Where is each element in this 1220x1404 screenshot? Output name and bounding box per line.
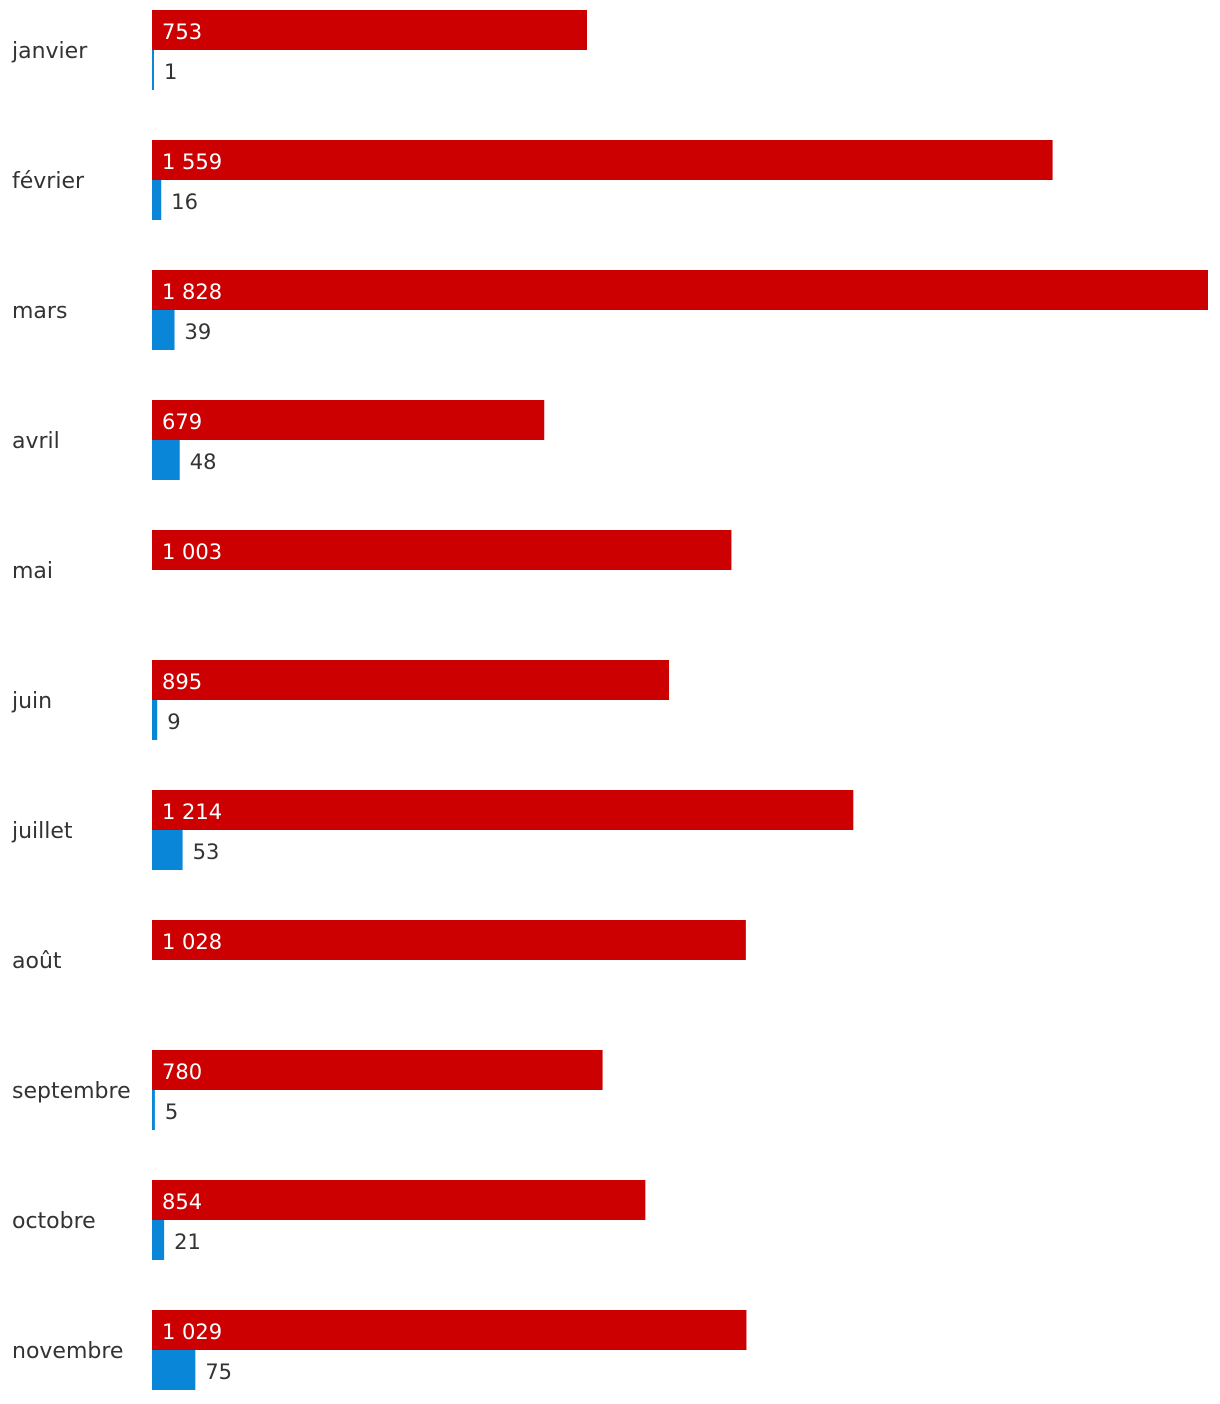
data-label-series1-9: 21 bbox=[174, 1230, 201, 1254]
bar-series1-3 bbox=[152, 440, 180, 480]
data-label-series0-3: 679 bbox=[162, 410, 202, 434]
bar-series0-5 bbox=[152, 660, 670, 700]
category-label-10: novembre bbox=[12, 1339, 123, 1364]
data-label-series1-6: 53 bbox=[193, 840, 220, 864]
data-label-series1-0: 1 bbox=[164, 60, 177, 84]
data-label-series1-8: 5 bbox=[165, 1100, 178, 1124]
data-label-series0-6: 1 214 bbox=[162, 800, 222, 824]
data-label-series0-2: 1 828 bbox=[162, 280, 222, 304]
bar-series1-10 bbox=[152, 1350, 196, 1390]
data-label-series0-0: 753 bbox=[162, 20, 202, 44]
bar-series1-6 bbox=[152, 830, 183, 870]
bar-series0-4 bbox=[152, 530, 732, 570]
category-label-8: septembre bbox=[12, 1079, 131, 1104]
category-label-6: juillet bbox=[11, 819, 73, 844]
data-label-series1-2: 39 bbox=[185, 320, 212, 344]
bar-series0-2 bbox=[152, 270, 1208, 310]
bar-series1-5 bbox=[152, 700, 158, 740]
bar-series0-0 bbox=[152, 10, 587, 50]
data-label-series0-5: 895 bbox=[162, 670, 202, 694]
data-label-series0-10: 1 029 bbox=[162, 1320, 222, 1344]
bar-series0-7 bbox=[152, 920, 746, 960]
bar-series0-9 bbox=[152, 1180, 646, 1220]
bar-series0-6 bbox=[152, 790, 854, 830]
category-label-1: février bbox=[12, 169, 85, 194]
category-label-0: janvier bbox=[11, 39, 88, 64]
category-label-2: mars bbox=[12, 299, 67, 324]
category-label-5: juin bbox=[11, 689, 52, 714]
data-label-series0-9: 854 bbox=[162, 1190, 202, 1214]
data-label-series0-4: 1 003 bbox=[162, 540, 222, 564]
bar-series0-10 bbox=[152, 1310, 747, 1350]
bar-series0-1 bbox=[152, 140, 1053, 180]
data-label-series0-1: 1 559 bbox=[162, 150, 222, 174]
category-label-3: avril bbox=[12, 429, 60, 454]
bar-series1-8 bbox=[152, 1090, 155, 1130]
category-label-9: octobre bbox=[12, 1209, 96, 1234]
category-label-4: mai bbox=[12, 559, 53, 584]
data-label-series1-5: 9 bbox=[167, 710, 180, 734]
data-label-series0-7: 1 028 bbox=[162, 930, 222, 954]
bar-series1-1 bbox=[152, 180, 162, 220]
bar-series0-3 bbox=[152, 400, 545, 440]
data-label-series1-3: 48 bbox=[190, 450, 217, 474]
bar-series0-8 bbox=[152, 1050, 603, 1090]
data-label-series1-1: 16 bbox=[171, 190, 198, 214]
data-label-series0-8: 780 bbox=[162, 1060, 202, 1084]
category-label-7: août bbox=[12, 949, 62, 974]
bar-series1-9 bbox=[152, 1220, 165, 1260]
bar-series1-2 bbox=[152, 310, 175, 350]
data-label-series1-10: 75 bbox=[205, 1360, 232, 1384]
bar-series1-0 bbox=[152, 50, 154, 90]
